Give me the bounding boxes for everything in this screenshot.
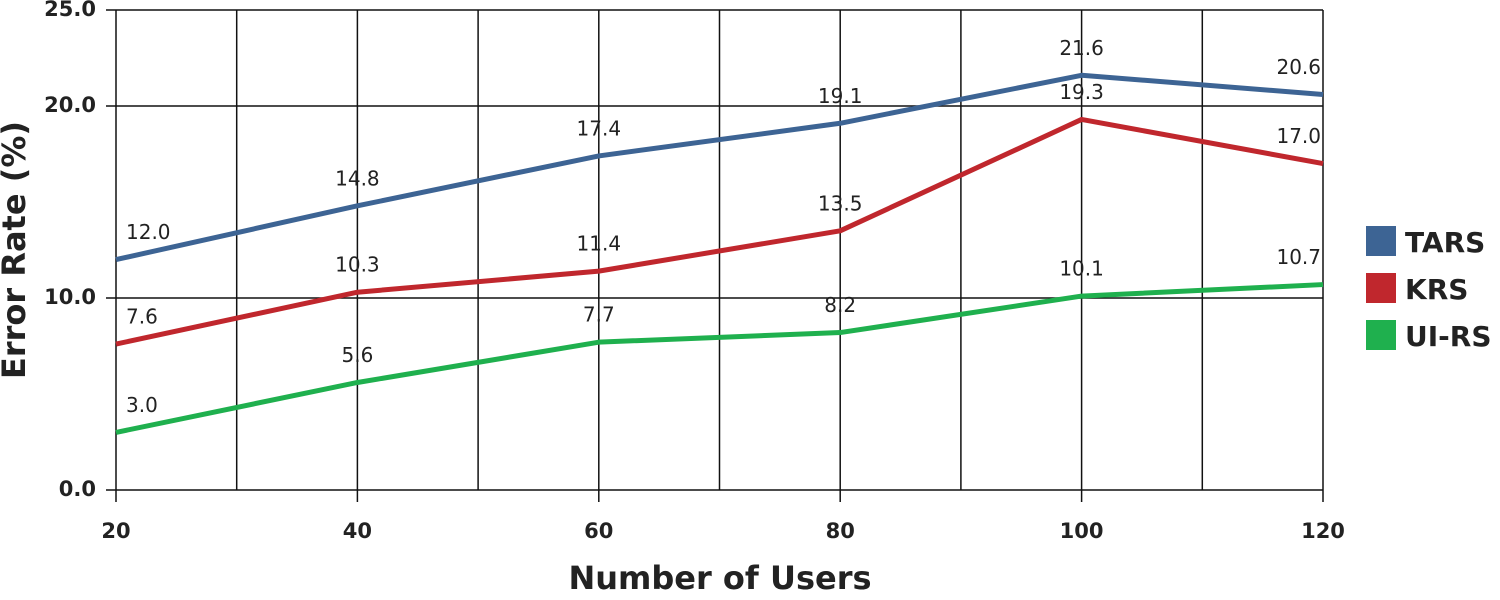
legend-swatch [1366,273,1396,303]
series-line [115,116,1324,347]
data-label: 10.3 [335,253,380,277]
data-label: 19.3 [1059,80,1104,104]
series-line [115,282,1324,435]
y-tick-label: 20.0 [44,93,96,117]
data-label: 5.6 [341,343,373,367]
x-tick-label: 100 [1060,519,1104,543]
y-axis-label: Error Rate (%) [0,121,33,379]
x-axis-label: Number of Users [568,559,871,596]
data-label: 10.7 [1276,245,1321,269]
data-label: 10.1 [1059,257,1104,281]
data-label: 8.2 [824,293,856,317]
x-tick-label: 40 [343,519,372,543]
data-label: 17.4 [577,116,622,140]
y-tick-label: 25.0 [44,0,96,21]
x-tick-label: 120 [1301,519,1345,543]
y-tick-label: 10.0 [44,285,96,309]
data-label: 13.5 [818,191,863,215]
legend-label: UI-RS [1405,320,1492,353]
x-tick-label: 80 [826,519,855,543]
legend-swatch [1366,320,1396,350]
data-label: 14.8 [335,166,380,190]
data-label: 21.6 [1059,36,1104,60]
data-label: 20.6 [1276,55,1321,79]
series-line [115,72,1324,263]
data-label: 11.4 [577,232,622,256]
legend-swatch [1366,226,1396,256]
data-label: 12.0 [126,220,171,244]
legend-label: TARS [1405,226,1485,259]
x-tick-label: 20 [101,519,130,543]
data-label: 19.1 [818,84,863,108]
y-tick-label: 0.0 [59,477,96,501]
data-label: 7.7 [583,303,615,327]
data-label: 17.0 [1276,124,1321,148]
data-label: 7.6 [126,305,158,329]
data-label: 3.0 [126,393,158,417]
x-tick-label: 60 [584,519,613,543]
legend-label: KRS [1405,273,1468,306]
